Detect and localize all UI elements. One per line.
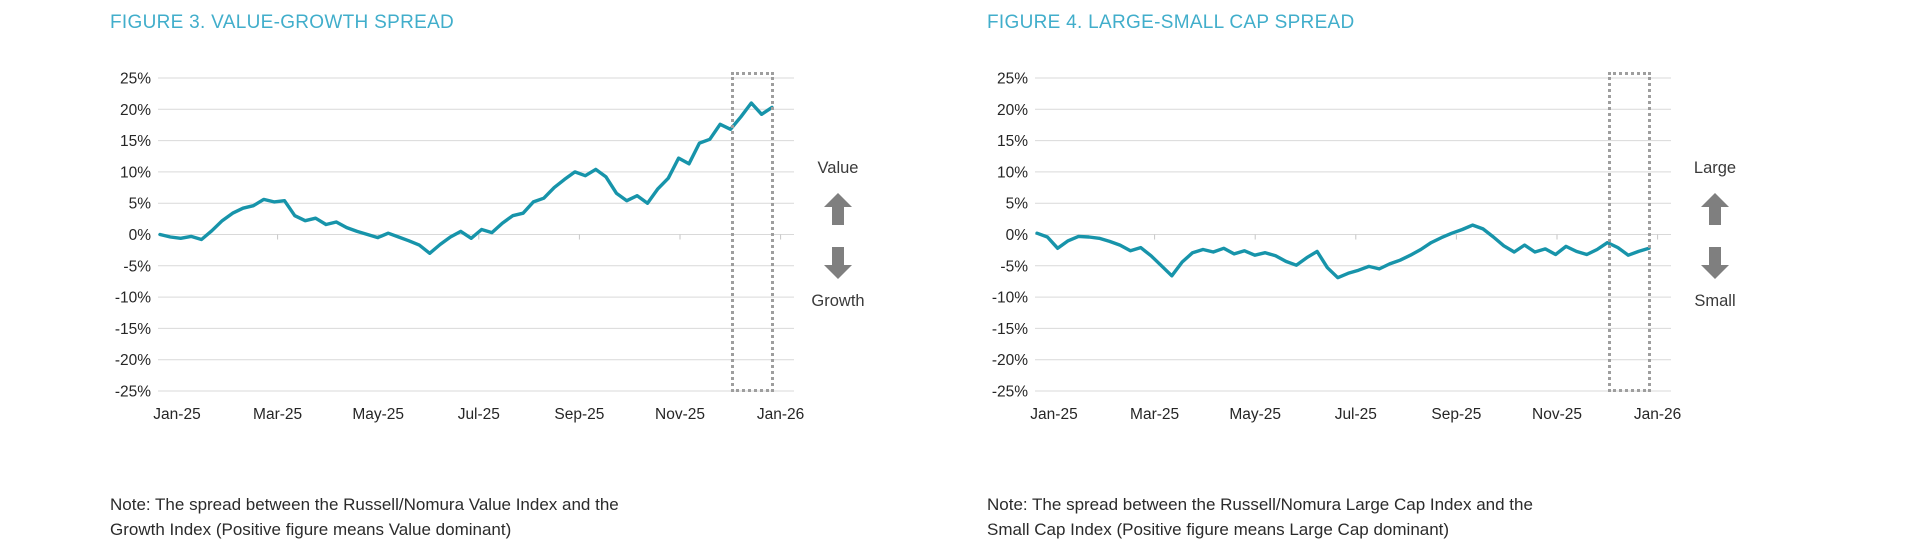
- down-arrow-icon: [1701, 247, 1729, 279]
- svg-text:-10%: -10%: [992, 290, 1028, 307]
- down-arrow-icon: [824, 247, 852, 279]
- svg-text:Jul-25: Jul-25: [458, 406, 500, 423]
- svg-text:Jan-25: Jan-25: [153, 406, 200, 423]
- svg-text:Mar-25: Mar-25: [253, 406, 302, 423]
- svg-text:25%: 25%: [120, 71, 151, 88]
- svg-text:Sep-25: Sep-25: [1431, 406, 1481, 423]
- svg-text:-10%: -10%: [115, 290, 151, 307]
- figure-4-title: FIGURE 4. LARGE-SMALL CAP SPREAD: [987, 12, 1355, 33]
- figure-4-chart: 25%20%15%10%5%0%-5%-10%-15%-20%-25%Jan-2…: [992, 71, 1681, 424]
- svg-text:20%: 20%: [120, 102, 151, 119]
- figure-3-chart: 25%20%15%10%5%0%-5%-10%-15%-20%-25%Jan-2…: [115, 71, 804, 424]
- up-arrow-icon: [1701, 193, 1729, 225]
- svg-text:Mar-25: Mar-25: [1130, 406, 1179, 423]
- figure-3-note: Note: The spread between the Russell/Nom…: [110, 495, 619, 539]
- figure-3-annotation: Value Growth: [780, 158, 896, 312]
- svg-text:Jan-26: Jan-26: [757, 406, 804, 423]
- figure-4: FIGURE 4. LARGE-SMALL CAP SPREAD 25% 20% 1…: [985, 10, 1795, 550]
- svg-text:-15%: -15%: [115, 321, 151, 338]
- svg-text:-15%: -15%: [992, 321, 1028, 338]
- svg-text:10%: 10%: [120, 164, 151, 181]
- figure-3-recent-period-highlight-box: [731, 72, 774, 392]
- svg-text:5%: 5%: [129, 196, 152, 213]
- svg-text:Nov-25: Nov-25: [655, 406, 705, 423]
- up-arrow-icon: [824, 193, 852, 225]
- svg-text:10%: 10%: [997, 164, 1028, 181]
- figure-3-annotation-bottom-label: Growth: [811, 292, 865, 310]
- svg-text:25%: 25%: [997, 71, 1028, 88]
- svg-text:-25%: -25%: [115, 384, 151, 401]
- svg-text:15%: 15%: [120, 133, 151, 150]
- svg-text:-25%: -25%: [992, 384, 1028, 401]
- svg-text:0%: 0%: [129, 227, 152, 244]
- figure-4-recent-period-highlight-box: [1608, 72, 1651, 392]
- svg-text:Jan-26: Jan-26: [1634, 406, 1681, 423]
- svg-text:May-25: May-25: [352, 406, 404, 423]
- svg-text:20%: 20%: [997, 102, 1028, 119]
- svg-text:-5%: -5%: [123, 258, 151, 275]
- figure-4-annotation-top-label: Large: [1693, 159, 1737, 177]
- svg-text:-20%: -20%: [115, 352, 151, 369]
- svg-text:15%: 15%: [997, 133, 1028, 150]
- figure-4-note: Note: The spread between the Russell/Nom…: [987, 495, 1533, 539]
- figure-3: FIGURE 3. VALUE-GROWTH SPREAD 25% 20% 15% 1…: [108, 10, 918, 550]
- svg-text:5%: 5%: [1006, 196, 1029, 213]
- svg-text:-5%: -5%: [1000, 258, 1028, 275]
- figure-4-annotation: Large Small: [1657, 158, 1773, 312]
- svg-text:Jan-25: Jan-25: [1030, 406, 1077, 423]
- svg-text:May-25: May-25: [1229, 406, 1281, 423]
- svg-text:Jul-25: Jul-25: [1335, 406, 1377, 423]
- figure-3-annotation-top-label: Value: [817, 159, 859, 177]
- figure-4-annotation-bottom-label: Small: [1694, 292, 1736, 310]
- svg-text:0%: 0%: [1006, 227, 1029, 244]
- svg-text:-20%: -20%: [992, 352, 1028, 369]
- svg-text:Sep-25: Sep-25: [554, 406, 604, 423]
- svg-text:Nov-25: Nov-25: [1532, 406, 1582, 423]
- figure-3-title: FIGURE 3. VALUE-GROWTH SPREAD: [110, 12, 455, 33]
